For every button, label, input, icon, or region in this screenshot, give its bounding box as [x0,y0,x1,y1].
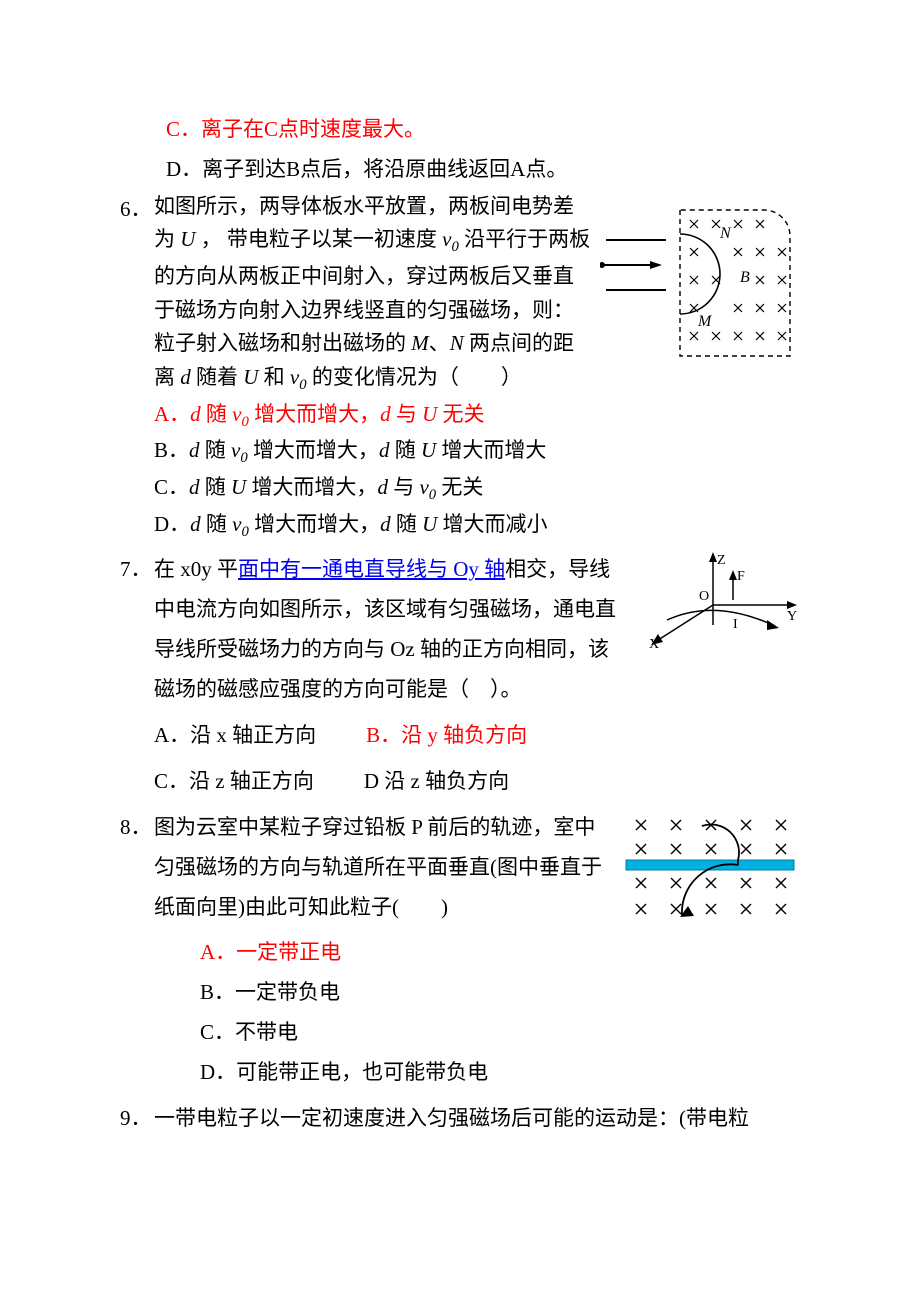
q7-label-x: X [649,637,659,650]
q6-diagram-label-n: N [719,225,732,242]
q6-var-v0: v0 [442,227,459,251]
q6-diagram-label-m: M [697,313,713,330]
q6-option-b: B．d 随 v0 增大而增大，d 随 U 增大而增大 [154,434,800,471]
q6-option-d: D．d 随 v0 增大而增大，d 随 U 增大而减小 [154,508,800,545]
q8-diagram [620,812,800,927]
q6-var-U2: U [243,365,258,389]
q7-number: 7． [120,550,154,590]
q9-stem: 一带电粒子以一定初速度进入匀强磁场后可能的运动是：(带电粒 [154,1099,800,1139]
q7-label-y: Y [787,609,797,624]
q7-label-i: I [733,617,738,632]
q6-stem-part: 和 [264,365,285,389]
q7-option-a: A．沿 x 轴正方向 [154,716,316,756]
q8-number: 8． [120,808,154,848]
q8-option-c: C．不带电 [154,1013,800,1053]
question-9: 9． 一带电粒子以一定初速度进入匀强磁场后可能的运动是：(带电粒 [120,1099,800,1139]
q5-tail: C．离子在C点时速度最大。 D．离子到达B点后，将沿原曲线返回A点。 [120,110,800,190]
q7-label-o: O [699,589,709,604]
q5-option-d: D．离子到达B点后，将沿原曲线返回A点。 [120,150,800,190]
q6-stem-part: 随着 [196,365,238,389]
q8-option-a: A．一定带正电 [154,933,800,973]
question-8: 8． [120,808,800,1093]
q6-var-N: N [450,331,464,355]
q6-number: 6． [120,190,154,230]
q8-option-b: B．一定带负电 [154,973,800,1013]
q6-diagram-label-b: B [740,269,750,286]
q6-option-c: C．d 随 U 增大而增大，d 与 v0 无关 [154,471,800,508]
q7-label-z: Z [717,553,726,568]
q8-option-d: D．可能带正电，也可能带负电 [154,1053,800,1093]
q6-var-U: U [180,227,195,251]
q6-var-d: d [180,365,191,389]
q6-diagram: N B M [600,196,800,371]
q6-var-M: M [411,331,429,355]
q7-diagram: Z F O Y X I [625,550,800,650]
q6-option-a: A．d 随 v0 增大而增大，d 与 U 无关 [154,398,800,435]
q7-stem-link[interactable]: 面中有一通电直导线与 Oy 轴 [238,557,505,581]
q9-number: 9． [120,1099,154,1139]
q6-var-v0b: v0 [290,365,307,389]
q7-option-d: D 沿 z 轴负方向 [364,762,509,802]
q7-stem-pre: 在 x0y 平 [154,557,238,581]
q7-label-f: F [737,569,745,584]
q6-stem-part: ， 带电粒子以某一初速度 [201,227,437,251]
question-6: 6． [120,190,800,545]
q5-option-c: C．离子在C点时速度最大。 [120,110,800,150]
q7-option-c: C．沿 z 轴正方向 [154,762,314,802]
question-7: 7． [120,550,800,801]
q7-option-b: B．沿 y 轴负方向 [366,716,527,756]
q6-stem-part: 的变化情况为（ ） [312,365,522,389]
